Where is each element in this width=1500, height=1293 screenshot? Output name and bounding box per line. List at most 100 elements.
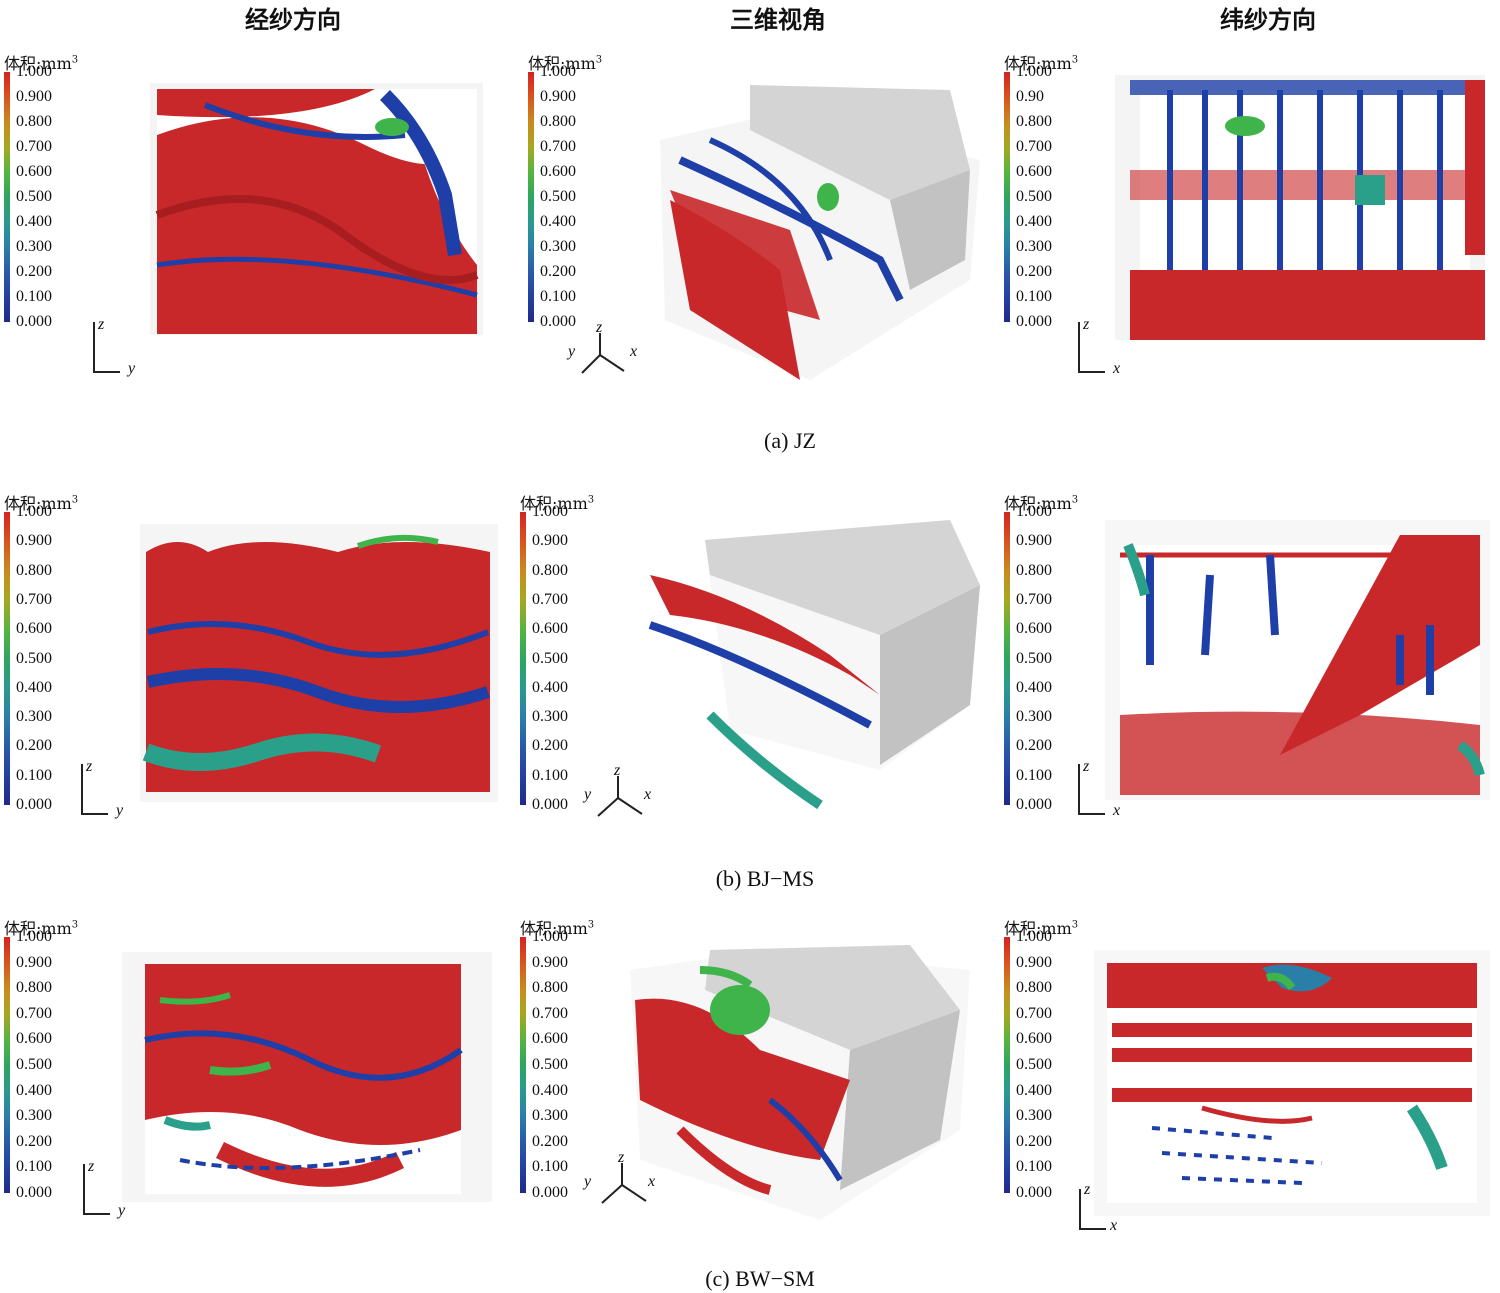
colorbar-tick-label: 0.900 (16, 88, 52, 105)
colorbar-gradient (1004, 937, 1010, 1193)
colorbar-tick-label: 0.500 (540, 188, 576, 205)
colorbar-title: 体积:mm3 (1004, 919, 1079, 938)
colorbar-tick-label: 0.000 (16, 1184, 52, 1201)
colorbar-tick-label: 0.100 (532, 1158, 568, 1176)
colorbar-gradient (4, 72, 10, 322)
colorbar-tick-label: 0.900 (16, 953, 52, 971)
colorbar-tick-label: 0.800 (532, 561, 568, 579)
colorbar-tick-label: 0.800 (532, 979, 568, 997)
colorbar-tick-label: 0.300 (540, 238, 576, 255)
colorbar-tick-label: 1.000 (1016, 928, 1052, 945)
colorbar-tick-label: 0.500 (1016, 1056, 1052, 1073)
colorbar-tick-label: 0.900 (1016, 532, 1052, 550)
colorbar-tick-label: 0.400 (1016, 678, 1052, 696)
colorbar-tick-label: 0.400 (540, 213, 576, 230)
axis-indicator-c-warp: z y (80, 1158, 140, 1220)
colorbar-gradient (4, 512, 10, 805)
column-title-weft: 纬纱方向 (1220, 6, 1316, 34)
colorbar-tick-label: 0.200 (16, 263, 52, 280)
colorbar-tick-label: 0.90 (1016, 88, 1044, 105)
colorbar-tick-label: 0.700 (532, 590, 568, 608)
axis-indicator-b-warp: z y (78, 758, 138, 820)
colorbar-title: 体积:mm3 (520, 494, 595, 513)
colorbar-gradient (1004, 512, 1010, 805)
colorbar-tick-label: 0.000 (16, 313, 52, 330)
colorbar-b-left: 体积:mm3 1.000 0.900 0.800 0.700 0.600 0.500 0.4… (4, 490, 114, 830)
colorbar-c-middle: 体积:mm3 1.000 0.900 0.800 0.700 0.600 0.500 0.4… (520, 915, 630, 1215)
colorbar-tick-label: 0.800 (1016, 561, 1052, 579)
colorbar-b-middle: 体积:mm3 1.000 0.900 0.800 0.700 0.600 0.500 0.4… (520, 490, 630, 830)
colorbar-tick-label: 0.400 (16, 678, 52, 696)
colorbar-tick-label: 0.200 (1016, 737, 1052, 755)
colorbar-tick-label: 0.800 (16, 979, 52, 997)
colorbar-tick-label: 0.500 (532, 649, 568, 667)
colorbar-tick-label: 0.700 (532, 1004, 568, 1022)
colorbar-tick-label: 0.800 (540, 113, 576, 130)
colorbar-b-right: 体积:mm3 1.000 0.900 0.800 0.700 0.600 0.500 0.4… (1004, 490, 1114, 830)
colorbar-tick-label: 0.300 (532, 1107, 568, 1125)
colorbar-tick-label: 0.000 (1016, 313, 1052, 330)
colorbar-tick-label: 0.300 (1016, 708, 1052, 726)
colorbar-gradient (520, 937, 526, 1193)
colorbar-tick-label: 1.000 (16, 63, 52, 80)
colorbar-tick-label: 0.700 (1016, 590, 1052, 608)
colorbar-tick-label: 0.100 (540, 288, 576, 305)
axis-indicator-a-weft: z x (1075, 316, 1135, 378)
colorbar-title: 体积:mm3 (4, 54, 79, 73)
colorbar-tick-label: 1.000 (1016, 63, 1052, 80)
colorbar-tick-label: 0.300 (532, 708, 568, 726)
colorbar-tick-label: 0.600 (16, 163, 52, 180)
colorbar-tick-label: 0.300 (1016, 238, 1052, 255)
colorbar-tick-label: 0.600 (1016, 163, 1052, 180)
colorbar-tick-label: 0.500 (1016, 188, 1052, 205)
colorbar-tick-label: 0.100 (16, 1158, 52, 1176)
colorbar-tick-label: 1.000 (540, 63, 576, 80)
column-title-warp: 经纱方向 (245, 6, 341, 34)
colorbar-tick-label: 0.500 (1016, 649, 1052, 667)
panel-a-warp (145, 75, 490, 345)
colorbar-tick-label: 0.000 (16, 796, 52, 813)
colorbar-gradient (520, 512, 526, 805)
colorbar-tick-label: 0.600 (540, 163, 576, 180)
colorbar-tick-label: 0.400 (1016, 1081, 1052, 1099)
colorbar-tick-label: 0.300 (1016, 1107, 1052, 1125)
colorbar-tick-label: 0.900 (16, 532, 52, 550)
colorbar-a-middle: 体积:mm3 1.000 0.900 0.800 0.700 0.600 0.500 0.4… (528, 50, 638, 350)
axis-indicator-b-3d: z y x (578, 762, 658, 828)
caption-c: (c) BW−SM (705, 1266, 815, 1291)
colorbar-tick-label: 0.500 (532, 1056, 568, 1073)
colorbar-gradient (4, 937, 10, 1193)
axis-indicator-a-warp: z y (90, 316, 150, 378)
colorbar-tick-label: 0.600 (532, 1030, 568, 1048)
colorbar-tick-label: 0.900 (1016, 953, 1052, 971)
caption-a: (a) JZ (764, 428, 816, 453)
colorbar-tick-label: 0.200 (1016, 1132, 1052, 1150)
column-title-3d: 三维视角 (730, 6, 826, 34)
colorbar-tick-label: 0.700 (16, 590, 52, 608)
colorbar-tick-label: 0.600 (532, 620, 568, 638)
colorbar-tick-label: 0.700 (1016, 138, 1052, 155)
colorbar-tick-label: 0.700 (16, 1004, 52, 1022)
colorbar-tick-label: 0.200 (16, 737, 52, 755)
colorbar-c-left: 体积:mm3 1.000 0.900 0.800 0.700 0.600 0.500 0.4… (4, 915, 114, 1215)
colorbar-tick-label: 0.600 (1016, 620, 1052, 638)
colorbar-tick-label: 0.400 (16, 213, 52, 230)
colorbar-tick-label: 0.100 (1016, 288, 1052, 305)
colorbar-tick-label: 0.200 (1016, 263, 1052, 280)
colorbar-a-left: 体积:mm3 1.000 0.900 0.800 0.700 0.600 0.500 0.4… (4, 50, 114, 350)
colorbar-tick-label: 1.000 (16, 503, 52, 520)
colorbar-title: 体积:mm3 (520, 919, 595, 938)
colorbar-tick-label: 0.400 (532, 678, 568, 696)
colorbar-tick-label: 0.600 (1016, 1030, 1052, 1048)
colorbar-tick-label: 1.000 (1016, 503, 1052, 520)
colorbar-tick-label: 0.800 (1016, 113, 1052, 130)
colorbar-title: 体积:mm3 (1004, 54, 1079, 73)
colorbar-title: 体积:mm3 (4, 919, 79, 938)
colorbar-tick-label: 0.200 (532, 737, 568, 755)
panel-b-3d (640, 505, 990, 820)
colorbar-tick-label: 0.400 (1016, 213, 1052, 230)
colorbar-tick-label: 0.900 (540, 88, 576, 105)
colorbar-tick-label: 0.200 (540, 263, 576, 280)
colorbar-tick-label: 0.700 (16, 138, 52, 155)
colorbar-tick-label: 0.500 (16, 1056, 52, 1073)
